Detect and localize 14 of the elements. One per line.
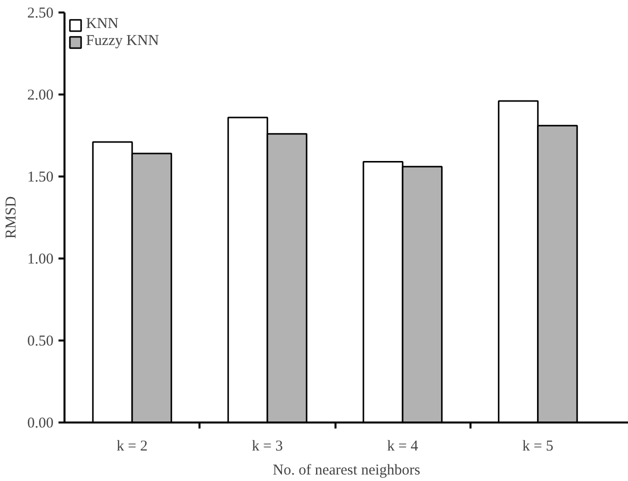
x-tick-label: k = 5	[522, 438, 554, 454]
legend-label: KNN	[86, 16, 118, 33]
x-tick-label: k = 2	[116, 438, 148, 454]
x-axis-title: No. of nearest neighbors	[272, 462, 420, 478]
legend-label: Fuzzy KNN	[86, 33, 159, 50]
x-tick-label: k = 4	[387, 438, 419, 454]
y-tick-label: 2.50	[27, 6, 54, 22]
y-tick-label: 1.00	[27, 252, 54, 268]
y-tick-label: 0.00	[27, 416, 54, 432]
y-tick-label: 0.50	[27, 334, 54, 350]
y-tick-label: 1.50	[27, 170, 54, 186]
y-axis-title: RMSD	[3, 196, 20, 239]
x-tick-label: k = 3	[252, 438, 283, 454]
y-tick-label: 2.00	[27, 88, 54, 104]
